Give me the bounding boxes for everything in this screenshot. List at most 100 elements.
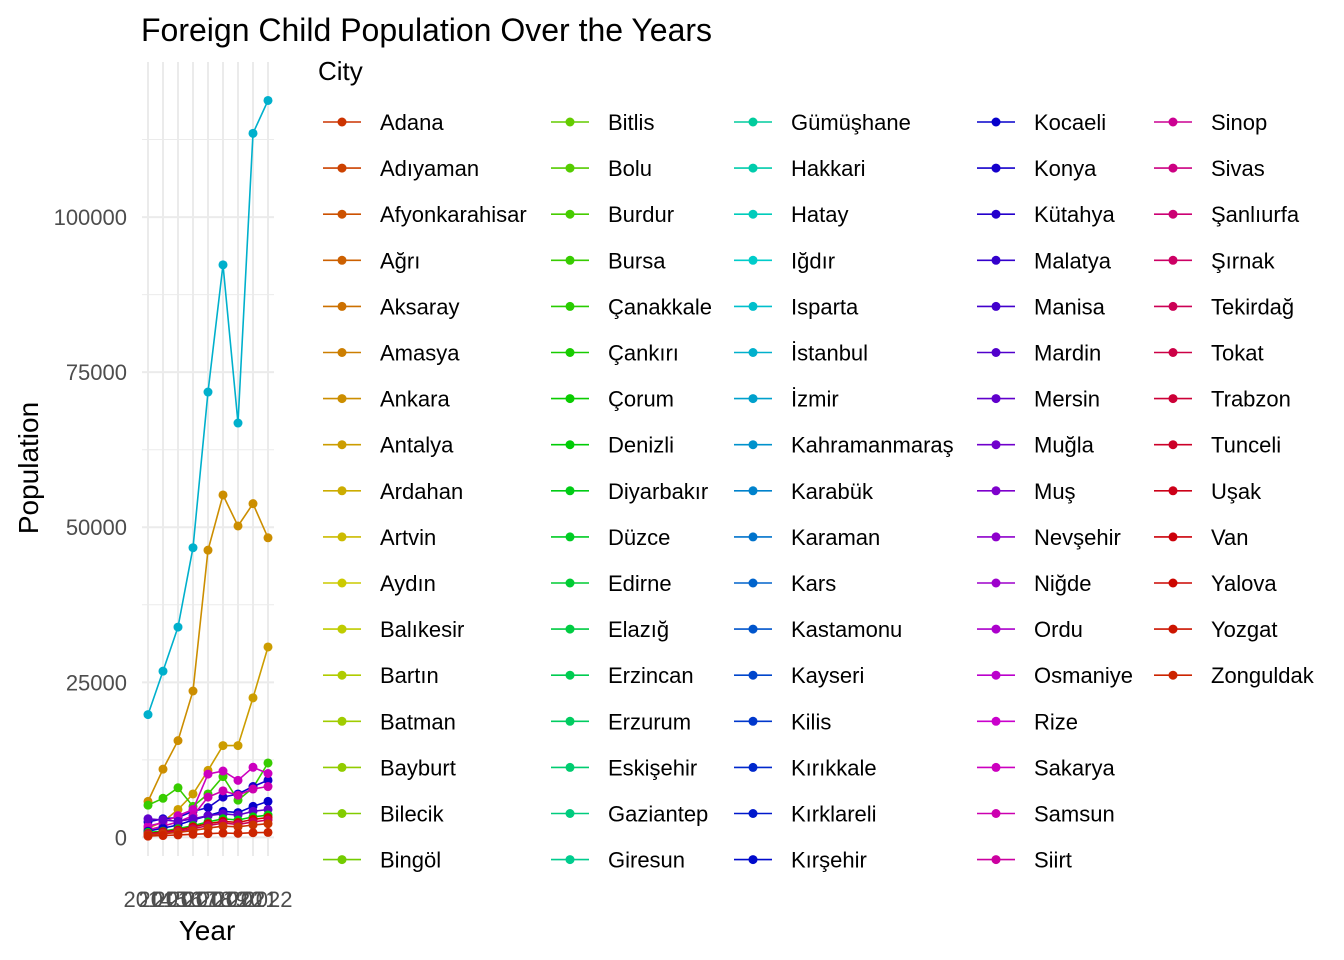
y-tick-label: 75000 [66, 360, 127, 385]
legend-item: Şanlıurfa [1154, 202, 1300, 227]
legend-label: Erzurum [608, 709, 691, 734]
legend-item: Ankara [323, 387, 450, 412]
legend-item: Artvin [323, 525, 436, 550]
legend-item: Kocaeli [977, 110, 1106, 135]
legend-label: Edirne [608, 571, 672, 596]
legend-item: Karabük [734, 479, 874, 504]
legend-key-point [991, 809, 1001, 818]
legend-key-point [337, 163, 347, 173]
legend-key-point [565, 532, 575, 542]
data-point [248, 128, 258, 138]
legend-label: Kars [791, 571, 836, 596]
legend-item: İzmir [734, 387, 839, 412]
legend-label: Kastamonu [791, 617, 902, 642]
data-point [263, 768, 273, 778]
data-point [188, 543, 198, 553]
legend-label: İstanbul [791, 341, 868, 366]
legend-label: Osmaniye [1034, 663, 1133, 688]
legend-item: Diyarbakır [551, 479, 708, 504]
legend-label: Giresun [608, 848, 685, 873]
legend-label: Bingöl [380, 848, 441, 873]
legend-item: Düzce [551, 525, 670, 550]
legend-key-point [991, 716, 1001, 726]
legend-item: Gaziantep [551, 802, 708, 827]
legend-key-point [1168, 117, 1178, 127]
plot-gridlines [142, 62, 274, 856]
legend-item: Kars [734, 571, 836, 596]
data-point [203, 769, 213, 779]
legend-key-point [748, 809, 758, 818]
data-point [233, 790, 243, 800]
legend-item: Balıkesir [323, 617, 464, 642]
legend-label: Van [1211, 525, 1249, 550]
legend-key-point [1168, 209, 1178, 219]
legend-item: Hatay [734, 202, 848, 227]
legend-label: Ağrı [380, 248, 420, 273]
data-point [248, 499, 258, 509]
legend-item: Trabzon [1154, 387, 1291, 412]
data-point [173, 783, 183, 793]
legend-label: Ordu [1034, 617, 1083, 642]
legend-key-point [565, 255, 575, 265]
legend-label: Şanlıurfa [1211, 202, 1300, 227]
legend-item: Bingöl [323, 848, 441, 873]
legend-label: Siirt [1034, 848, 1072, 873]
legend-label: Batman [380, 709, 456, 734]
legend-label: Niğde [1034, 571, 1091, 596]
legend-item: Kırklareli [734, 802, 877, 827]
x-tick-label: 2014 [124, 887, 173, 912]
legend-item: Bayburt [323, 755, 456, 780]
legend-item: Kilis [734, 709, 831, 734]
legend-key-point [337, 716, 347, 726]
legend-item: Tekirdağ [1154, 294, 1294, 319]
legend-item: Bolu [551, 156, 652, 181]
legend-label: Sinop [1211, 110, 1267, 135]
legend-item: Giresun [551, 848, 685, 873]
legend-item: Burdur [551, 202, 674, 227]
x-tick-label: 2018 [184, 887, 233, 912]
legend-key-point [748, 624, 758, 634]
legend-key-point [748, 855, 758, 865]
legend-label: Şırnak [1211, 248, 1276, 273]
legend-label: Amasya [380, 341, 460, 366]
legend-key-point [337, 532, 347, 542]
legend-key-point [337, 578, 347, 588]
legend-label: Aksaray [380, 294, 459, 319]
legend-item: Zonguldak [1154, 663, 1315, 688]
legend-label: Elazığ [608, 617, 669, 642]
y-tick-label: 25000 [66, 670, 127, 695]
legend-key-point [1168, 301, 1178, 311]
y-tick-label: 50000 [66, 515, 127, 540]
legend-key-point [991, 117, 1001, 127]
data-point [188, 686, 198, 696]
legend-item: Eskişehir [551, 755, 697, 780]
legend-item: Malatya [977, 248, 1112, 273]
legend-label: Muğla [1034, 433, 1095, 458]
data-point [218, 786, 228, 796]
legend-item: Ardahan [323, 479, 463, 504]
data-point [143, 800, 153, 810]
data-point [263, 827, 273, 837]
legend-label: Denizli [608, 433, 674, 458]
legend-key-point [748, 762, 758, 772]
legend-key-point [748, 440, 758, 450]
legend-key-point [337, 762, 347, 772]
data-point [263, 642, 273, 652]
legend-label: Çankırı [608, 341, 679, 366]
legend-label: Konya [1034, 156, 1097, 181]
legend-item: Mardin [977, 341, 1101, 366]
legend-item: Muş [977, 479, 1076, 504]
legend-item: Kütahya [977, 202, 1115, 227]
legend-label: Adıyaman [380, 156, 479, 181]
legend-item: Manisa [977, 294, 1106, 319]
legend-label: Ardahan [380, 479, 463, 504]
legend-item: Bursa [551, 248, 666, 273]
legend-key-point [1168, 394, 1178, 404]
data-point [218, 490, 228, 500]
data-point [143, 814, 153, 824]
data-point [203, 387, 213, 397]
legend-item: Sivas [1154, 156, 1265, 181]
legend-key-point [565, 486, 575, 496]
legend: Adana Adıyaman Afyonkarahisar Ağrı Aksaray Am… [323, 110, 1315, 873]
legend-key-point [748, 255, 758, 265]
